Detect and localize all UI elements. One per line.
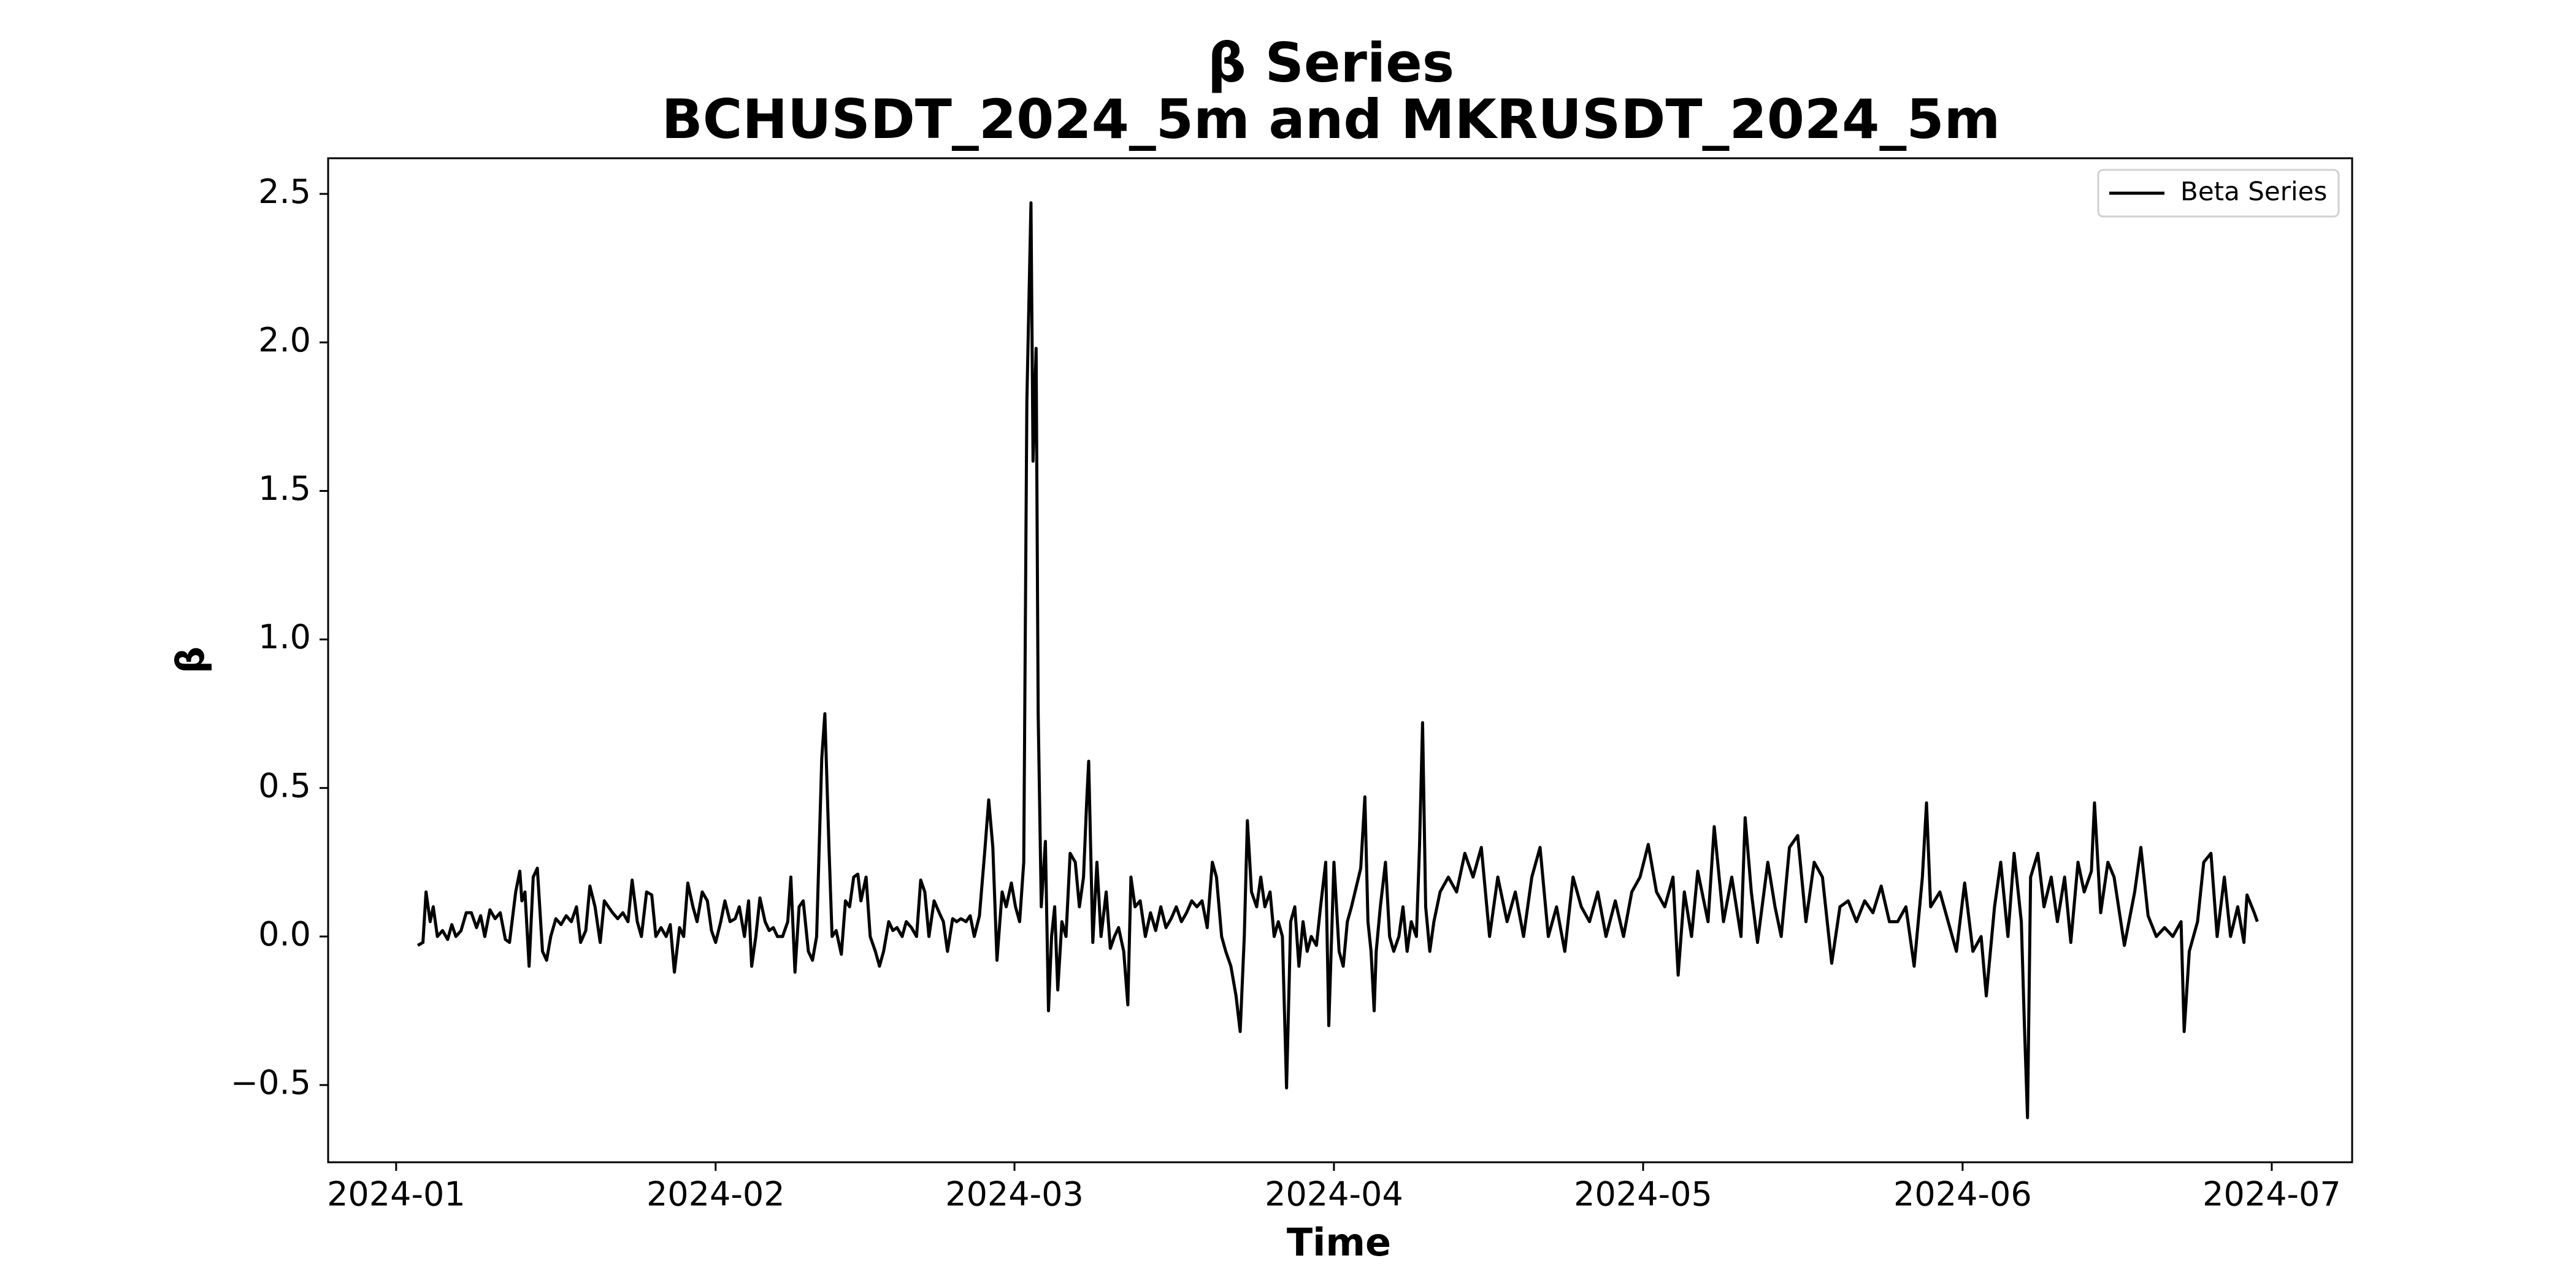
x-tick-label: 2024-07 (2202, 1175, 2341, 1214)
chart-title: β Series (1208, 31, 1454, 94)
y-tick-label: 1.5 (258, 469, 311, 508)
x-axis-label: Time (1287, 1220, 1391, 1265)
y-tick-label: 1.0 (258, 618, 311, 656)
chart-subtitle: BCHUSDT_2024_5m and MKRUSDT_2024_5m (662, 88, 2001, 151)
x-tick-label: 2024-04 (1265, 1175, 1403, 1214)
plot-frame (327, 157, 2353, 1163)
x-tick-label: 2024-06 (1893, 1175, 2032, 1214)
x-tick-label: 2024-01 (327, 1175, 466, 1214)
legend-label: Beta Series (2180, 177, 2327, 207)
x-tick-label: 2024-03 (945, 1175, 1084, 1214)
y-tick-label: −0.5 (231, 1064, 311, 1102)
data-line (416, 201, 2259, 1119)
y-tick-label: 2.0 (258, 321, 311, 359)
y-tick-label: 0.0 (258, 915, 311, 954)
y-tick-label: 0.5 (258, 766, 311, 805)
y-tick-label: 2.5 (258, 172, 311, 211)
legend-box (2097, 169, 2340, 218)
x-tick-label: 2024-05 (1574, 1175, 1712, 1214)
x-tick-label: 2024-02 (646, 1175, 785, 1214)
y-axis-label: β (168, 646, 213, 673)
